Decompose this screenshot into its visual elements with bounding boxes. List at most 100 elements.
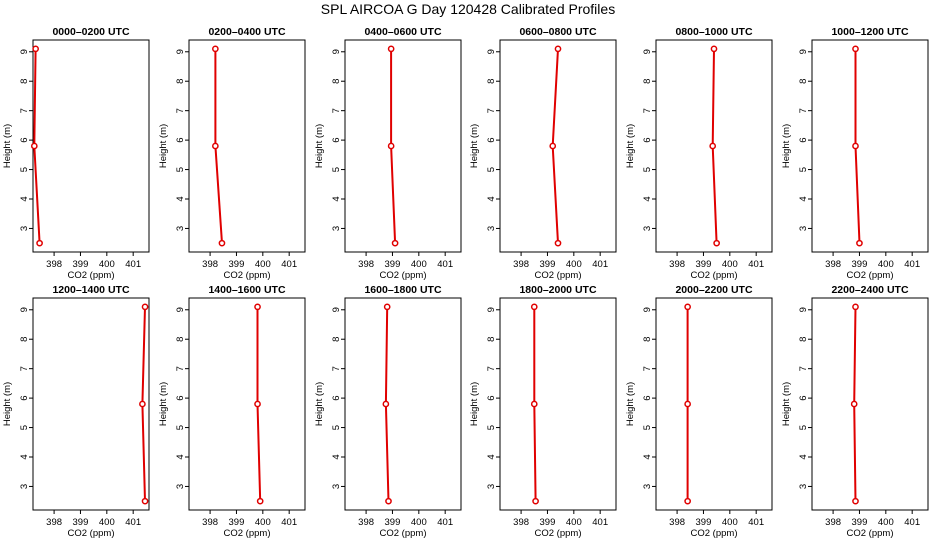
y-tick-label: 3 [642,484,653,489]
profile-point [36,239,43,247]
profile-point [141,303,149,311]
y-tick-label: 5 [19,167,30,172]
x-tick-label: 398 [358,517,374,528]
y-tick-label: 6 [175,137,186,142]
y-axis-label: Height (m) [781,382,792,426]
plot-frame [344,39,462,253]
profile-panel: 2000–2200 UTC 398 399 400 401 3 4 5 6 7 8 9 CO2 (ppm… [625,284,773,539]
x-tick-label: 401 [437,517,453,528]
x-tick-label: 398 [202,517,218,528]
x-axis-label: CO2 (ppm) [68,270,115,281]
y-tick-label: 6 [19,137,30,142]
profile-panel: 0600–0800 UTC 398 399 400 401 3 4 5 6 7 8 9 CO2 (ppm… [469,26,617,281]
y-tick-label: 6 [642,137,653,142]
y-tick-label: 7 [486,108,497,113]
profile-point [212,45,219,53]
y-tick-label: 5 [642,425,653,430]
profile-point [549,142,557,150]
x-tick-label: 400 [566,517,582,528]
y-tick-label: 3 [798,226,809,231]
profile-point [710,45,718,53]
profile-point [385,497,392,505]
y-tick-label: 7 [19,366,30,371]
x-axis-label: CO2 (ppm) [535,270,582,281]
profile-panel: 1600–1800 UTC 398 399 400 401 3 4 5 6 7 8 9 CO2 (ppm… [314,284,462,539]
profile-point [382,400,390,408]
x-tick-label: 400 [722,517,738,528]
y-tick-label: 3 [19,226,30,231]
plot-frame [344,297,462,511]
profile-point [852,45,859,53]
panel-title: 2200–2400 UTC [831,284,908,296]
x-tick-label: 400 [255,259,271,270]
profile-panel: 1400–1600 UTC 398 399 400 401 3 4 5 6 7 8 9 CO2 (ppm… [158,284,306,539]
x-tick-label: 399 [696,517,712,528]
x-tick-label: 401 [748,517,764,528]
y-tick-label: 8 [642,79,653,84]
y-tick-label: 9 [19,307,30,312]
x-tick-label: 400 [411,259,427,270]
plot-frame [32,39,150,253]
panel-title: 1200–1400 UTC [52,284,129,296]
x-tick-label: 401 [904,259,920,270]
y-tick-label: 3 [331,484,342,489]
profile-point [856,239,863,247]
y-tick-label: 7 [175,108,186,113]
y-tick-label: 5 [486,425,497,430]
profile-point [684,400,691,408]
x-tick-label: 399 [73,259,89,270]
y-tick-label: 6 [175,395,186,400]
panel-title: 1600–1800 UTC [364,284,441,296]
x-tick-label: 398 [513,517,529,528]
x-tick-label: 400 [99,517,115,528]
y-tick-label: 7 [486,366,497,371]
y-tick-label: 4 [175,454,186,459]
y-tick-label: 7 [19,108,30,113]
y-tick-label: 3 [486,226,497,231]
y-tick-label: 8 [19,337,30,342]
y-tick-label: 7 [331,366,342,371]
y-tick-label: 7 [798,108,809,113]
y-tick-label: 9 [175,49,186,54]
x-tick-label: 399 [540,517,556,528]
x-tick-label: 399 [696,259,712,270]
profile-point [254,400,261,408]
y-tick-label: 4 [642,454,653,459]
y-tick-label: 8 [486,79,497,84]
y-tick-label: 5 [798,425,809,430]
y-tick-label: 5 [642,167,653,172]
y-tick-label: 3 [19,484,30,489]
x-tick-label: 398 [669,517,685,528]
profile-panel: 2200–2400 UTC 398 399 400 401 3 4 5 6 7 8 9 CO2 (ppm… [781,284,929,539]
x-tick-label: 400 [99,259,115,270]
profile-point [684,497,691,505]
y-tick-label: 5 [175,167,186,172]
x-axis-label: CO2 (ppm) [691,528,738,539]
y-tick-label: 8 [486,337,497,342]
x-tick-label: 398 [825,517,841,528]
x-tick-label: 398 [46,259,62,270]
y-tick-label: 5 [486,167,497,172]
y-tick-label: 9 [642,307,653,312]
plot-frame [188,297,306,511]
y-tick-label: 6 [331,395,342,400]
profile-point [852,142,859,150]
y-tick-label: 7 [642,366,653,371]
panel-title: 1400–1600 UTC [208,284,285,296]
x-tick-label: 401 [592,517,608,528]
x-tick-label: 399 [229,517,245,528]
profile-point [852,303,859,311]
y-axis-label: Height (m) [625,124,636,168]
profile-point [256,497,264,505]
plot-frame [811,39,929,253]
x-tick-label: 398 [46,517,62,528]
x-tick-label: 400 [566,259,582,270]
x-tick-label: 401 [437,259,453,270]
y-tick-label: 8 [331,337,342,342]
profile-point [218,239,226,247]
y-tick-label: 9 [798,49,809,54]
profile-panel: 0000–0200 UTC 398 399 400 401 3 4 5 6 7 8 9 CO2 (ppm… [2,26,150,281]
y-tick-label: 9 [331,307,342,312]
x-tick-label: 399 [385,517,401,528]
